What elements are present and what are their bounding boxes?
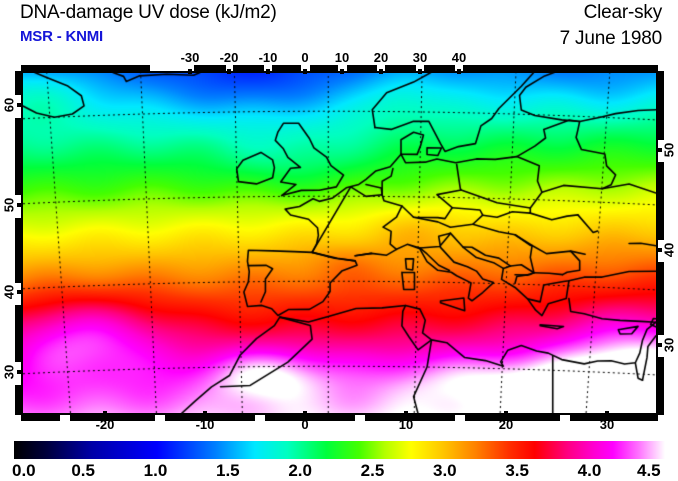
top-axis-band-0	[21, 65, 150, 71]
left-axis-band-2	[15, 218, 21, 283]
left-tickmark-30	[17, 370, 22, 374]
top-axis-band-4	[310, 65, 338, 71]
sky-condition-label: Clear-sky	[583, 2, 663, 23]
bottom-axis-band-2	[165, 415, 255, 421]
left-tick-label-30: 30	[1, 364, 17, 380]
left-tickmark-40	[17, 290, 22, 294]
bottom-axis-band-3	[265, 415, 355, 421]
colorbar-tick-1-0: 1.0	[143, 461, 168, 480]
colorbar-tick-4-5: 4.5	[637, 461, 661, 480]
right-tick-label-40: 40	[661, 242, 677, 258]
left-axis-band-4	[15, 385, 21, 415]
colorbar-tick-2-0: 2.0	[288, 461, 312, 480]
bottom-axis-band-1	[70, 415, 155, 421]
colorbar-tick-0-5: 0.5	[71, 461, 95, 480]
top-tickmark-0	[303, 69, 307, 74]
bottom-axis-band-4	[365, 415, 455, 421]
right-tick-label-50: 50	[661, 142, 677, 158]
right-tickmark-50	[657, 148, 662, 152]
top-tickmark-neg20	[227, 69, 231, 74]
page-title: DNA-damage UV dose (kJ/m2)	[20, 2, 277, 23]
top-tick-label-neg30: -30	[180, 50, 200, 65]
right-axis-band-3	[658, 357, 664, 415]
right-axis-band-2	[658, 262, 664, 335]
bottom-tick-label-0: 0	[301, 417, 309, 432]
top-tick-label-30: 30	[412, 50, 428, 65]
left-tickmark-50	[17, 203, 22, 207]
top-axis-band-6	[385, 65, 416, 71]
top-tick-label-10: 10	[334, 50, 350, 65]
colorbar-tick-0-0: 0.0	[12, 461, 36, 480]
left-tick-label-50: 50	[1, 197, 17, 213]
bottom-tickmark-10	[404, 411, 408, 416]
institute-label: MSR - KNMI	[20, 28, 103, 45]
top-tickmark-20	[379, 69, 383, 74]
top-tick-label-neg20: -20	[219, 50, 239, 65]
right-axis-band-0	[658, 71, 664, 140]
top-tick-label-0: 0	[301, 50, 309, 65]
bottom-tickmark-neg10	[203, 411, 207, 416]
top-axis-band-2	[233, 65, 264, 71]
colorbar-tick-1-5: 1.5	[216, 461, 240, 480]
top-axis-band-3	[272, 65, 301, 71]
top-axis-band-7	[424, 65, 455, 71]
top-tickmark-30	[418, 69, 422, 74]
right-tickmark-40	[657, 248, 662, 252]
top-tickmark-neg10	[266, 69, 270, 74]
colorbar-tick-4-0: 4.0	[577, 461, 602, 480]
left-axis-band-1	[15, 118, 21, 195]
top-axis-band-1	[194, 65, 226, 71]
bottom-axis-band-5	[465, 415, 560, 421]
bottom-tickmark-30	[605, 411, 609, 416]
colorbar-gradient	[14, 441, 665, 459]
left-tick-label-60: 60	[1, 97, 17, 113]
bottom-axis-band-6	[570, 415, 658, 421]
colorbar	[14, 441, 665, 459]
top-tickmark-10	[340, 69, 344, 74]
top-axis-band-8	[463, 65, 658, 71]
colorbar-tick-3-0: 3.0	[433, 461, 457, 480]
right-tick-label-30: 30	[661, 337, 677, 353]
left-tickmark-60	[17, 103, 22, 107]
uv-dose-heatmap	[23, 73, 656, 413]
top-tick-label-neg10: -10	[258, 50, 278, 65]
top-axis-band-5	[347, 65, 377, 71]
colorbar-tick-2-5: 2.5	[360, 461, 385, 480]
top-tickmark-40	[457, 69, 461, 74]
right-tickmark-30	[657, 343, 662, 347]
left-axis-band-3	[15, 305, 21, 362]
left-tick-label-40: 40	[1, 284, 17, 300]
top-tickmark-neg30	[188, 69, 192, 74]
bottom-axis-band-0	[21, 415, 60, 421]
map-plot-area[interactable]	[21, 71, 658, 415]
bottom-tickmark-0	[303, 411, 307, 416]
bottom-tickmark-neg20	[103, 411, 107, 416]
date-label: 7 June 1980	[559, 28, 663, 49]
right-axis-band-1	[658, 162, 664, 240]
colorbar-tick-3-5: 3.5	[505, 461, 529, 480]
bottom-tickmark-20	[504, 411, 508, 416]
left-axis-band-0	[15, 71, 21, 95]
top-tick-label-20: 20	[373, 50, 389, 65]
top-tick-label-40: 40	[451, 50, 467, 65]
